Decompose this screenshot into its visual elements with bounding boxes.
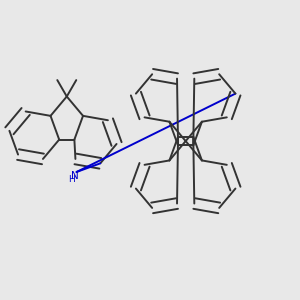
Text: H: H — [68, 175, 75, 184]
Text: N: N — [71, 171, 79, 182]
